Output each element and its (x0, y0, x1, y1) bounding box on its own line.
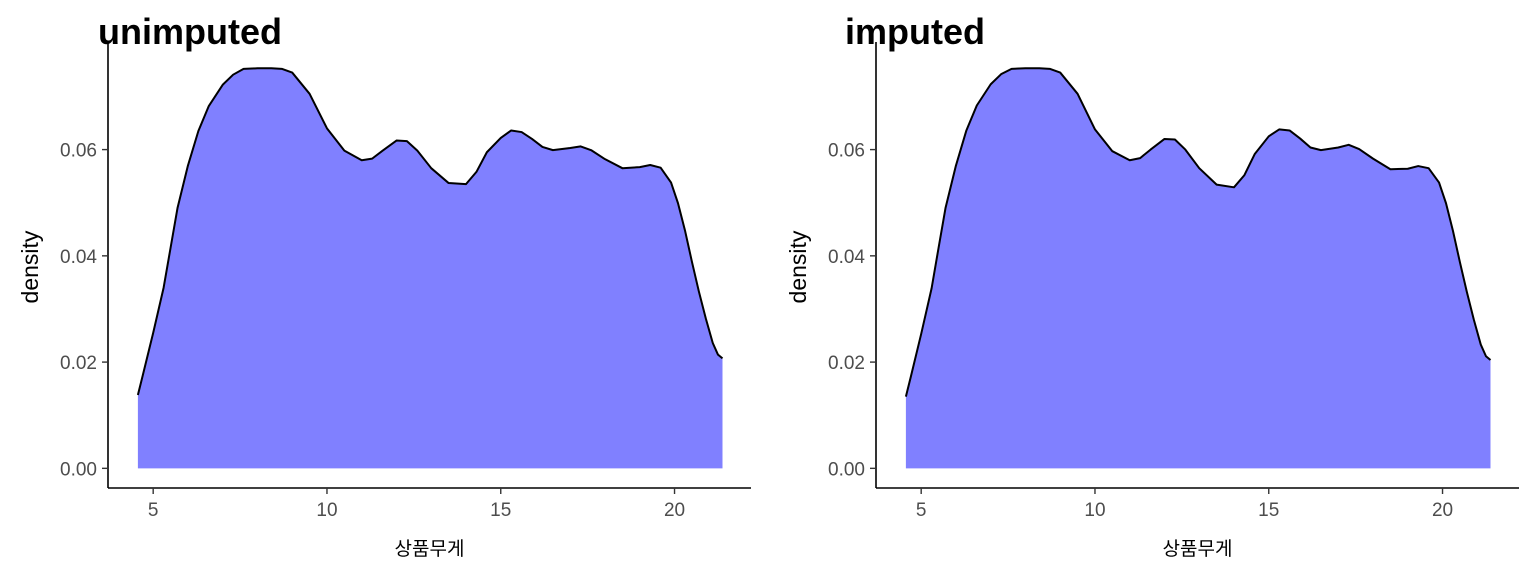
y-tick-label: 0.06 (60, 141, 97, 162)
y-tick-label: 0.06 (828, 141, 865, 162)
x-tick-label: 10 (316, 500, 337, 521)
y-axis-title-unimputed: density (17, 230, 43, 303)
y-tick-label: 0.04 (60, 247, 97, 268)
y-tick-label: 0.04 (828, 247, 865, 268)
x-tick-label: 20 (664, 500, 685, 521)
x-axis-title-unimputed: 상품무게 (395, 538, 465, 560)
y-tick-label: 0.02 (60, 353, 97, 374)
x-tick-label: 10 (1084, 500, 1105, 521)
y-tick-label: 0.02 (828, 353, 865, 374)
x-tick-label: 5 (916, 500, 927, 521)
y-axis-title-imputed: density (785, 230, 811, 303)
y-ticks-unimputed: 0.00 0.02 0.04 0.06 (60, 141, 108, 480)
density-area-imputed (905, 68, 1491, 469)
x-axis-title-imputed: 상품무게 (1163, 538, 1233, 560)
y-ticks-imputed: 0.00 0.02 0.04 0.06 (828, 141, 876, 480)
x-ticks-unimputed: 5 10 15 20 (148, 488, 685, 521)
panel-title-imputed: imputed (845, 11, 985, 52)
y-tick-label: 0.00 (828, 459, 865, 480)
panel-title-unimputed: unimputed (98, 11, 282, 52)
x-ticks-imputed: 5 10 15 20 (916, 488, 1453, 521)
x-tick-label: 5 (148, 500, 159, 521)
density-curve-unimputed (136, 67, 724, 396)
x-tick-label: 15 (1258, 500, 1279, 521)
density-curve-imputed (904, 67, 1492, 397)
panel-imputed: 0.00 0.02 0.04 0.06 5 10 15 20 imputed density… (785, 11, 1519, 560)
y-tick-label: 0.00 (60, 459, 97, 480)
x-tick-label: 15 (490, 500, 511, 521)
density-area-unimputed (137, 68, 723, 469)
x-tick-label: 20 (1432, 500, 1453, 521)
panel-unimputed: 0.00 0.02 0.04 0.06 5 10 15 20 unimputed densi… (17, 11, 751, 560)
